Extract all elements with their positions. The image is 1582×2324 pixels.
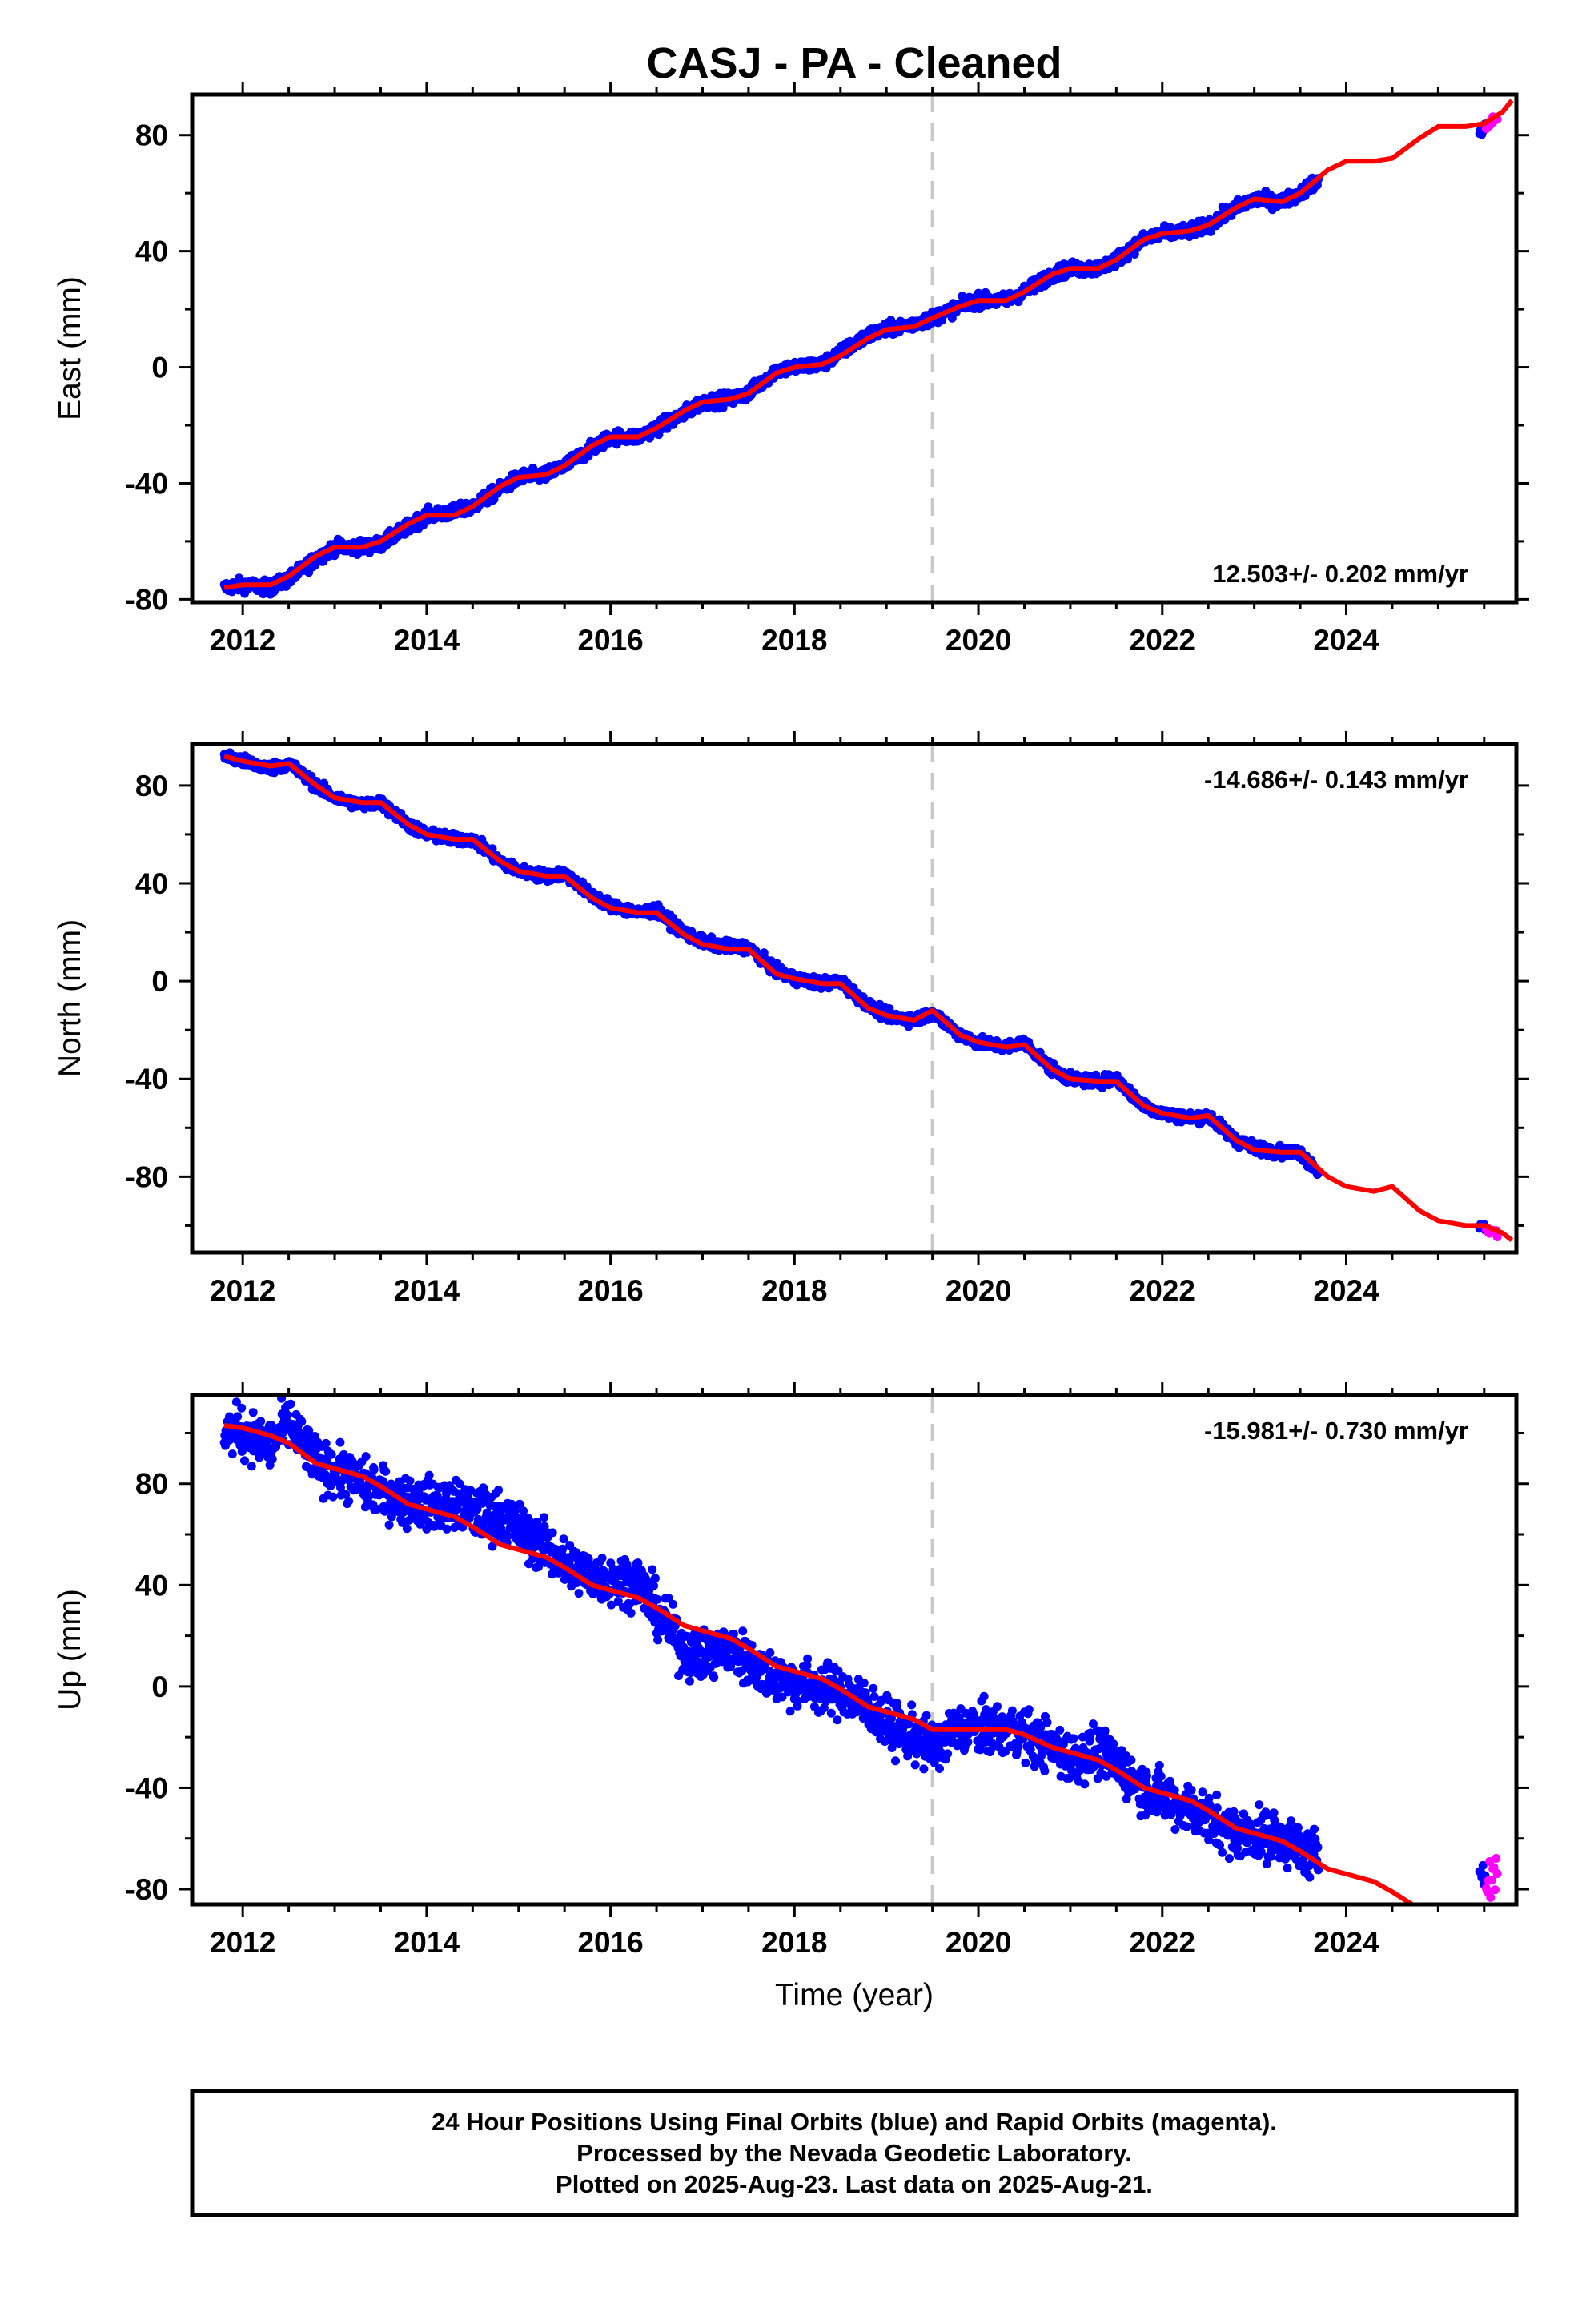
panel-up: 2012 2014 2016 2018 2020 2022 2024-80-4004080U…: [53, 1382, 1529, 1959]
x-tick-label: 2024: [1313, 624, 1379, 657]
y-tick-label: 40: [135, 235, 168, 268]
x-tick-label: 2018: [761, 1274, 827, 1307]
x-tick-label: 2020: [946, 1274, 1011, 1307]
final-orbit-point: [361, 1452, 371, 1462]
final-orbit-point: [286, 1399, 295, 1409]
final-orbit-point: [327, 1449, 336, 1459]
y-tick-label: 80: [135, 119, 168, 152]
y-tick-label: -40: [126, 467, 168, 500]
final-orbit-point: [247, 1462, 256, 1471]
final-orbit-point: [297, 1417, 307, 1426]
x-tick-label: 2016: [577, 624, 643, 657]
final-orbit-point: [378, 1476, 387, 1486]
x-tick-label: 2018: [761, 624, 827, 657]
final-orbit-point: [364, 1491, 374, 1501]
x-tick-label: 2024: [1313, 1274, 1379, 1307]
y-tick-label: -40: [126, 1063, 168, 1096]
x-tick-label: 2022: [1130, 1274, 1195, 1307]
final-orbit-point: [402, 1524, 412, 1534]
x-tick-label: 2014: [394, 1274, 460, 1307]
y-axis-label: East (mm): [53, 276, 87, 420]
y-tick-label: -80: [126, 583, 168, 616]
final-orbit-point: [381, 1466, 391, 1476]
y-tick-label: 40: [135, 867, 168, 900]
final-orbit-point: [328, 1492, 338, 1502]
final-orbit-point: [442, 1524, 452, 1534]
final-orbit-point: [369, 1465, 379, 1474]
figure-title: CASJ - PA - Cleaned: [646, 39, 1062, 87]
plot-frame: [190, 92, 1519, 605]
x-tick-label: 2012: [210, 624, 275, 657]
final-orbit-point: [432, 1491, 442, 1501]
final-orbit-point: [344, 1497, 354, 1506]
final-orbit-point: [231, 1397, 241, 1407]
model-curve: [223, 99, 1514, 590]
final-orbit-point: [237, 1403, 247, 1413]
final-orbit-point: [248, 1408, 258, 1417]
y-tick-label: 80: [135, 770, 168, 802]
y-axis-label: North (mm): [53, 919, 87, 1077]
model-curve: [223, 754, 1514, 1243]
final-orbit-point: [240, 1456, 249, 1466]
x-tick-label: 2014: [394, 624, 460, 657]
y-tick-label: 0: [151, 352, 168, 384]
final-orbit-point: [283, 1410, 292, 1420]
x-tick-label: 2012: [210, 1274, 275, 1307]
final-orbit-point: [341, 1490, 351, 1499]
plot-frame: [190, 742, 1519, 1255]
final-orbit-point: [759, 948, 769, 958]
final-orbit-point: [974, 288, 983, 298]
final-orbits-series: [219, 748, 1323, 1180]
final-orbit-point: [405, 1476, 415, 1486]
x-tick-label: 2020: [946, 624, 1011, 657]
final-orbits-series: [219, 1395, 1323, 1882]
final-orbit-point: [304, 1425, 314, 1435]
final-orbit-point: [233, 1412, 243, 1421]
y-tick-label: 0: [151, 965, 168, 998]
velocity-annotation: -14.686+/- 0.143 mm/yr: [1204, 766, 1468, 794]
x-tick-label: 2022: [1130, 624, 1195, 657]
final-orbit-point: [1123, 255, 1132, 264]
final-orbit-point: [227, 1449, 237, 1459]
final-orbit-point: [256, 1417, 266, 1426]
final-orbit-point: [424, 1470, 434, 1480]
rapid-orbit-point: [1492, 1232, 1502, 1241]
final-orbit-point: [429, 1522, 439, 1531]
y-tick-label: -80: [126, 1160, 168, 1193]
final-orbit-point: [321, 1438, 331, 1448]
velocity-annotation: 12.503+/- 0.202 mm/yr: [1212, 560, 1468, 588]
panel-north: 2012 2014 2016 2018 2020 2022 2024 -80 -40 0 40 80 N…: [53, 731, 1529, 1307]
final-orbit-point: [384, 1520, 394, 1530]
x-tick-label: 2016: [577, 1274, 643, 1307]
panels: 2012 2014 2016 2018 2020 2022 2024 -80 -40 0 40 80 E…: [53, 82, 1529, 1959]
final-orbit-point: [267, 1454, 277, 1464]
final-orbit-point: [335, 1437, 345, 1447]
panel-east: 2012 2014 2016 2018 2020 2022 2024 -80 -40 0 40 80 E…: [53, 82, 1529, 657]
